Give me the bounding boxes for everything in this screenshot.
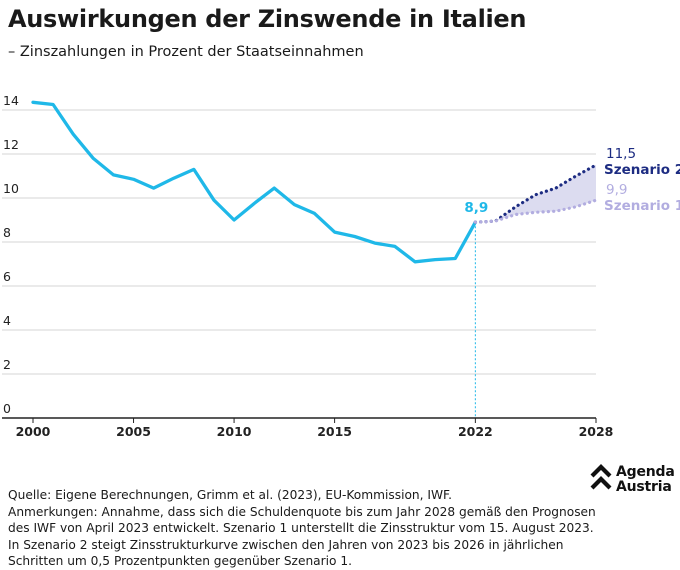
y-tick-label: 6 (3, 269, 11, 284)
annotation-8-9: 8,9 (464, 200, 488, 216)
chart-title: Auswirkungen der Zinswende in Italien (8, 5, 527, 33)
annotation-11-5: 11,5 (606, 146, 636, 162)
x-tick-label: 2010 (217, 424, 252, 439)
line-chart: 0 2 4 6 8 10 12 14 2000 2005 2010 2015 2022 2028 8,9 11… (2, 93, 680, 439)
series-line-szenario-1 (473, 198, 598, 224)
scenario-band (475, 165, 596, 223)
x-tick-label: 2022 (458, 424, 493, 439)
annotation-note: Anmerkungen: Annahme, dass sich die Schu… (8, 504, 596, 569)
footer: Quelle: Eigene Berechnungen, Grimm et al… (8, 487, 608, 570)
logo-line-1: Agenda (616, 464, 675, 480)
source-note: Quelle: Eigene Berechnungen, Grimm et al… (8, 488, 452, 502)
legend-label-szenario-1: Szenario 1 (604, 198, 680, 214)
y-tick-label: 12 (3, 137, 19, 152)
y-tick-label: 8 (3, 225, 11, 240)
x-tick-label: 2005 (116, 424, 151, 439)
chevron-up-logo-icon (590, 464, 612, 490)
y-tick-label: 0 (3, 401, 11, 416)
annotation-9-9: 9,9 (606, 182, 627, 198)
legend-label-szenario-2: Szenario 2 (604, 162, 680, 178)
x-tick-label: 2000 (16, 424, 51, 439)
logo-text: Agenda Austria (616, 465, 675, 495)
x-tick-label: 2015 (317, 424, 352, 439)
y-tick-label: 4 (3, 313, 11, 328)
chart-subtitle: – Zinszahlungen in Prozent der Staatsein… (8, 44, 364, 60)
y-tick-label: 2 (3, 357, 11, 372)
y-tick-label: 14 (3, 93, 19, 108)
series-line-history (31, 100, 478, 264)
agenda-austria-logo: Agenda Austria (589, 463, 679, 497)
logo-line-2: Austria (616, 479, 672, 495)
x-tick-label: 2028 (579, 424, 614, 439)
y-tick-label: 10 (3, 181, 19, 196)
